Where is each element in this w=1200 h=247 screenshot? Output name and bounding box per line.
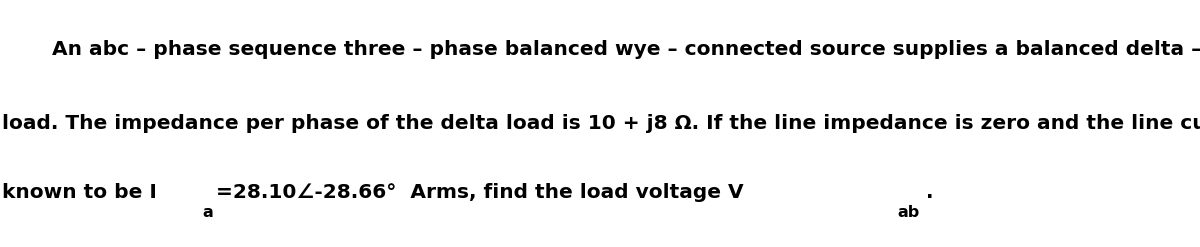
Text: ab: ab [896,205,919,220]
Text: load. The impedance per phase of the delta load is 10 + j8 Ω. If the line impeda: load. The impedance per phase of the del… [2,114,1200,133]
Text: known to be I: known to be I [2,183,157,202]
Text: a: a [203,205,212,220]
Text: .: . [925,183,934,202]
Text: An abc – phase sequence three – phase balanced wye – connected source supplies a: An abc – phase sequence three – phase ba… [52,40,1200,59]
Text: =28.10∠-28.66°  Arms, find the load voltage V: =28.10∠-28.66° Arms, find the load volta… [216,183,744,202]
